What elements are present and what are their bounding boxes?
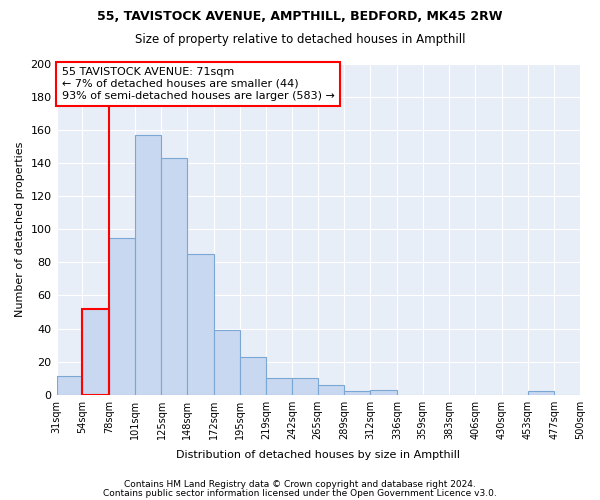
X-axis label: Distribution of detached houses by size in Ampthill: Distribution of detached houses by size … [176,450,460,460]
Text: 55, TAVISTOCK AVENUE, AMPTHILL, BEDFORD, MK45 2RW: 55, TAVISTOCK AVENUE, AMPTHILL, BEDFORD,… [97,10,503,23]
Bar [214,330,239,394]
Bar [370,390,397,394]
Text: 55 TAVISTOCK AVENUE: 71sqm
← 7% of detached houses are smaller (44)
93% of semi-: 55 TAVISTOCK AVENUE: 71sqm ← 7% of detac… [62,68,335,100]
Bar [56,376,82,394]
Text: Contains public sector information licensed under the Open Government Licence v3: Contains public sector information licen… [103,489,497,498]
Bar [161,158,187,394]
Bar [318,384,344,394]
Bar [109,238,134,394]
Bar [266,378,292,394]
Bar [344,392,370,394]
Bar [82,308,109,394]
Text: Contains HM Land Registry data © Crown copyright and database right 2024.: Contains HM Land Registry data © Crown c… [124,480,476,489]
Text: Size of property relative to detached houses in Ampthill: Size of property relative to detached ho… [135,32,465,46]
Bar [187,254,214,394]
Bar [527,392,554,394]
Y-axis label: Number of detached properties: Number of detached properties [15,142,25,317]
Bar [239,356,266,395]
Bar [292,378,318,394]
Bar [82,308,109,394]
Bar [134,135,161,394]
